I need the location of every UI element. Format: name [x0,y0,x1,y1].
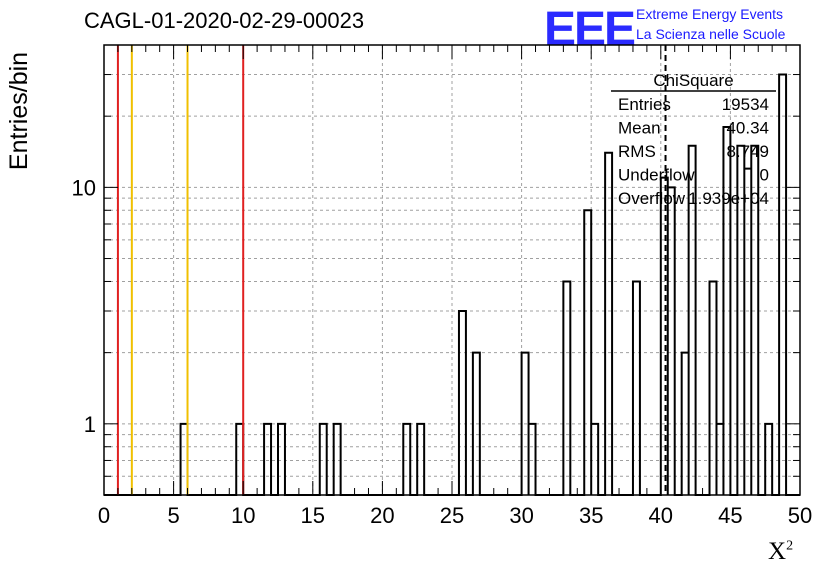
x-tick-label: 15 [301,503,325,528]
stats-row-value: 19534 [722,95,769,114]
histogram-bin [605,153,612,495]
histogram-bin [591,424,598,495]
histogram-bin [522,353,529,495]
histogram-bin [417,424,424,495]
x-tick-label: 40 [649,503,673,528]
histogram-bin [744,169,751,495]
histogram-bin [765,424,772,495]
histogram-bin [723,127,730,495]
histogram-bin [710,281,717,495]
stats-row-value: 1.939e+04 [688,189,769,208]
histogram-bin [403,424,410,495]
stats-row-label: Underflow [618,166,695,185]
histogram-bin [563,281,570,495]
histogram-bin [529,424,536,495]
logo-line-1: Extreme Energy Events [636,6,784,22]
y-tick-label: 1 [84,412,96,437]
stats-box-title: ChiSquare [653,71,733,90]
x-tick-label: 35 [579,503,603,528]
x-tick-label: 45 [718,503,742,528]
x-tick-label: 0 [98,503,110,528]
histogram-bin [716,424,723,495]
x-tick-label: 20 [370,503,394,528]
x-tick-label: 30 [509,503,533,528]
y-tick-label: 10 [72,175,96,200]
x-tick-label: 5 [167,503,179,528]
eee-logo-letters: EEE [544,3,636,56]
x-tick-label: 25 [440,503,464,528]
chart-title: CAGL-01-2020-02-29-00023 [84,8,365,33]
x-tick-label: 50 [788,503,812,528]
stats-row-value: 8.749 [726,142,769,161]
histogram-bin [779,75,786,495]
x-axis-label-base: X [768,538,787,565]
histogram-bin [278,424,285,495]
histogram-bin [264,424,271,495]
histogram-bin [633,281,640,495]
histogram-bin [584,210,591,495]
histogram-bin [236,424,243,495]
histogram-bin [459,311,466,495]
stats-row-value: 40.34 [726,119,769,138]
histogram-bin [334,424,341,495]
histogram-bin [181,424,188,495]
stats-row-value: 0 [760,166,769,185]
histogram-bin [682,353,689,495]
stats-row-label: RMS [618,142,656,161]
histogram-bin [668,187,675,495]
stats-row-label: Overflow [618,189,686,208]
x-tick-label: 10 [231,503,255,528]
x-axis-label: X2 [768,538,793,566]
stats-row-label: Entries [618,95,671,114]
histogram-bin [320,424,327,495]
histogram-bin [473,353,480,495]
x-axis-label-sup: 2 [786,538,794,554]
logo-line-2: La Scienza nelle Scuole [636,26,786,42]
stats-row-label: Mean [618,119,661,138]
histogram-bin [661,178,668,495]
